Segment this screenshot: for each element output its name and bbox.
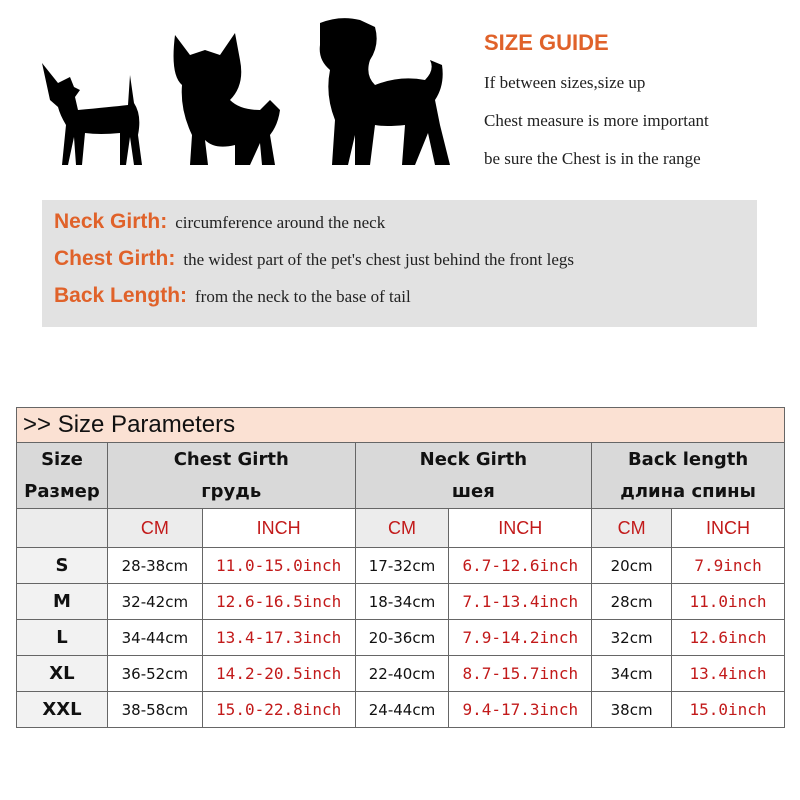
- size-cell: XXL: [16, 691, 108, 728]
- definition-text: the widest part of the pet's chest just …: [183, 250, 575, 269]
- value-cell: 12.6-16.5inch: [201, 583, 356, 620]
- value-cell: 11.0-15.0inch: [201, 547, 356, 584]
- value-cell: 17-32cm: [354, 547, 450, 584]
- unit-cell: INCH: [671, 508, 785, 548]
- header-neck: Neck Girth шея: [354, 442, 593, 509]
- measurement-definitions: Neck Girth: circumference around the neck…: [42, 200, 757, 327]
- guide-line: be sure the Chest is in the range: [484, 149, 701, 168]
- header-en: Neck Girth: [419, 448, 528, 470]
- table-row: XL 36-52cm 14.2-20.5inch 22-40cm 8.7-15.7inc…: [16, 655, 785, 692]
- value-cell: 6.7-12.6inch: [448, 547, 593, 584]
- guide-line: Chest measure is more important: [484, 111, 709, 130]
- yorkshire-terrier-icon: [173, 33, 280, 165]
- value-cell: 9.4-17.3inch: [448, 691, 593, 728]
- header-en: Size: [41, 448, 83, 470]
- value-cell: 38cm: [591, 691, 673, 728]
- pug-icon: [319, 18, 450, 166]
- definition-chest: Chest Girth: the widest part of the pet's…: [54, 247, 757, 284]
- header-ru: длина спины: [620, 480, 756, 502]
- value-cell: 28-38cm: [106, 547, 203, 584]
- unit-cell: INCH: [201, 508, 356, 548]
- definition-back: Back Length: from the neck to the base of…: [54, 284, 757, 321]
- value-cell: 34-44cm: [106, 619, 203, 656]
- definition-neck: Neck Girth: circumference around the neck: [54, 210, 757, 247]
- header-ru: Размер: [24, 480, 100, 502]
- value-cell: 18-34cm: [354, 583, 450, 620]
- value-cell: 7.9inch: [671, 547, 785, 584]
- header-back: Back length длина спины: [591, 442, 785, 509]
- table-row: XXL 38-58cm 15.0-22.8inch 24-44cm 9.4-17.3in…: [16, 691, 785, 728]
- value-cell: 12.6inch: [671, 619, 785, 656]
- units-row: CM INCH CM INCH CM INCH: [16, 508, 785, 548]
- header-en: Back length: [627, 448, 749, 470]
- size-cell: S: [16, 547, 108, 584]
- value-cell: 7.9-14.2inch: [448, 619, 593, 656]
- value-cell: 13.4-17.3inch: [201, 619, 356, 656]
- header-en: Chest Girth: [173, 448, 289, 470]
- value-cell: 14.2-20.5inch: [201, 655, 356, 692]
- value-cell: 32cm: [591, 619, 673, 656]
- table-row: M 32-42cm 12.6-16.5inch 18-34cm 7.1-13.4inch…: [16, 583, 785, 620]
- unit-cell-empty: [16, 508, 108, 548]
- size-cell: XL: [16, 655, 108, 692]
- unit-cell: INCH: [448, 508, 593, 548]
- unit-cell: CM: [106, 508, 203, 548]
- header-ru: грудь: [201, 480, 262, 502]
- unit-cell: CM: [591, 508, 673, 548]
- value-cell: 38-58cm: [106, 691, 203, 728]
- value-cell: 7.1-13.4inch: [448, 583, 593, 620]
- size-guide: SIZE GUIDE If between sizes,size up Ches…: [484, 30, 709, 178]
- value-cell: 36-52cm: [106, 655, 203, 692]
- header-chest: Chest Girth грудь: [106, 442, 356, 509]
- value-cell: 22-40cm: [354, 655, 450, 692]
- definition-text: from the neck to the base of tail: [195, 287, 411, 306]
- definition-term: Chest Girth:: [54, 247, 176, 270]
- size-table: >> Size Parameters Size Размер Chest Girt…: [16, 407, 785, 728]
- value-cell: 11.0inch: [671, 583, 785, 620]
- value-cell: 28cm: [591, 583, 673, 620]
- definition-text: circumference around the neck: [175, 213, 386, 232]
- value-cell: 15.0inch: [671, 691, 785, 728]
- value-cell: 20-36cm: [354, 619, 450, 656]
- table-row: S 28-38cm 11.0-15.0inch 17-32cm 6.7-12.6inch…: [16, 547, 785, 584]
- value-cell: 20cm: [591, 547, 673, 584]
- header-ru: шея: [451, 480, 495, 502]
- value-cell: 34cm: [591, 655, 673, 692]
- definition-term: Neck Girth:: [54, 210, 168, 233]
- table-row: L 34-44cm 13.4-17.3inch 20-36cm 7.9-14.2inch…: [16, 619, 785, 656]
- value-cell: 13.4inch: [671, 655, 785, 692]
- dog-silhouettes: [42, 18, 450, 166]
- size-cell: L: [16, 619, 108, 656]
- value-cell: 24-44cm: [354, 691, 450, 728]
- value-cell: 8.7-15.7inch: [448, 655, 593, 692]
- size-guide-title: SIZE GUIDE: [484, 30, 609, 55]
- chihuahua-icon: [42, 63, 142, 165]
- table-title: >> Size Parameters: [16, 407, 785, 443]
- value-cell: 32-42cm: [106, 583, 203, 620]
- header-size: Size Размер: [16, 442, 108, 509]
- definition-term: Back Length:: [54, 284, 188, 307]
- guide-line: If between sizes,size up: [484, 73, 646, 92]
- size-cell: M: [16, 583, 108, 620]
- value-cell: 15.0-22.8inch: [201, 691, 356, 728]
- unit-cell: CM: [354, 508, 450, 548]
